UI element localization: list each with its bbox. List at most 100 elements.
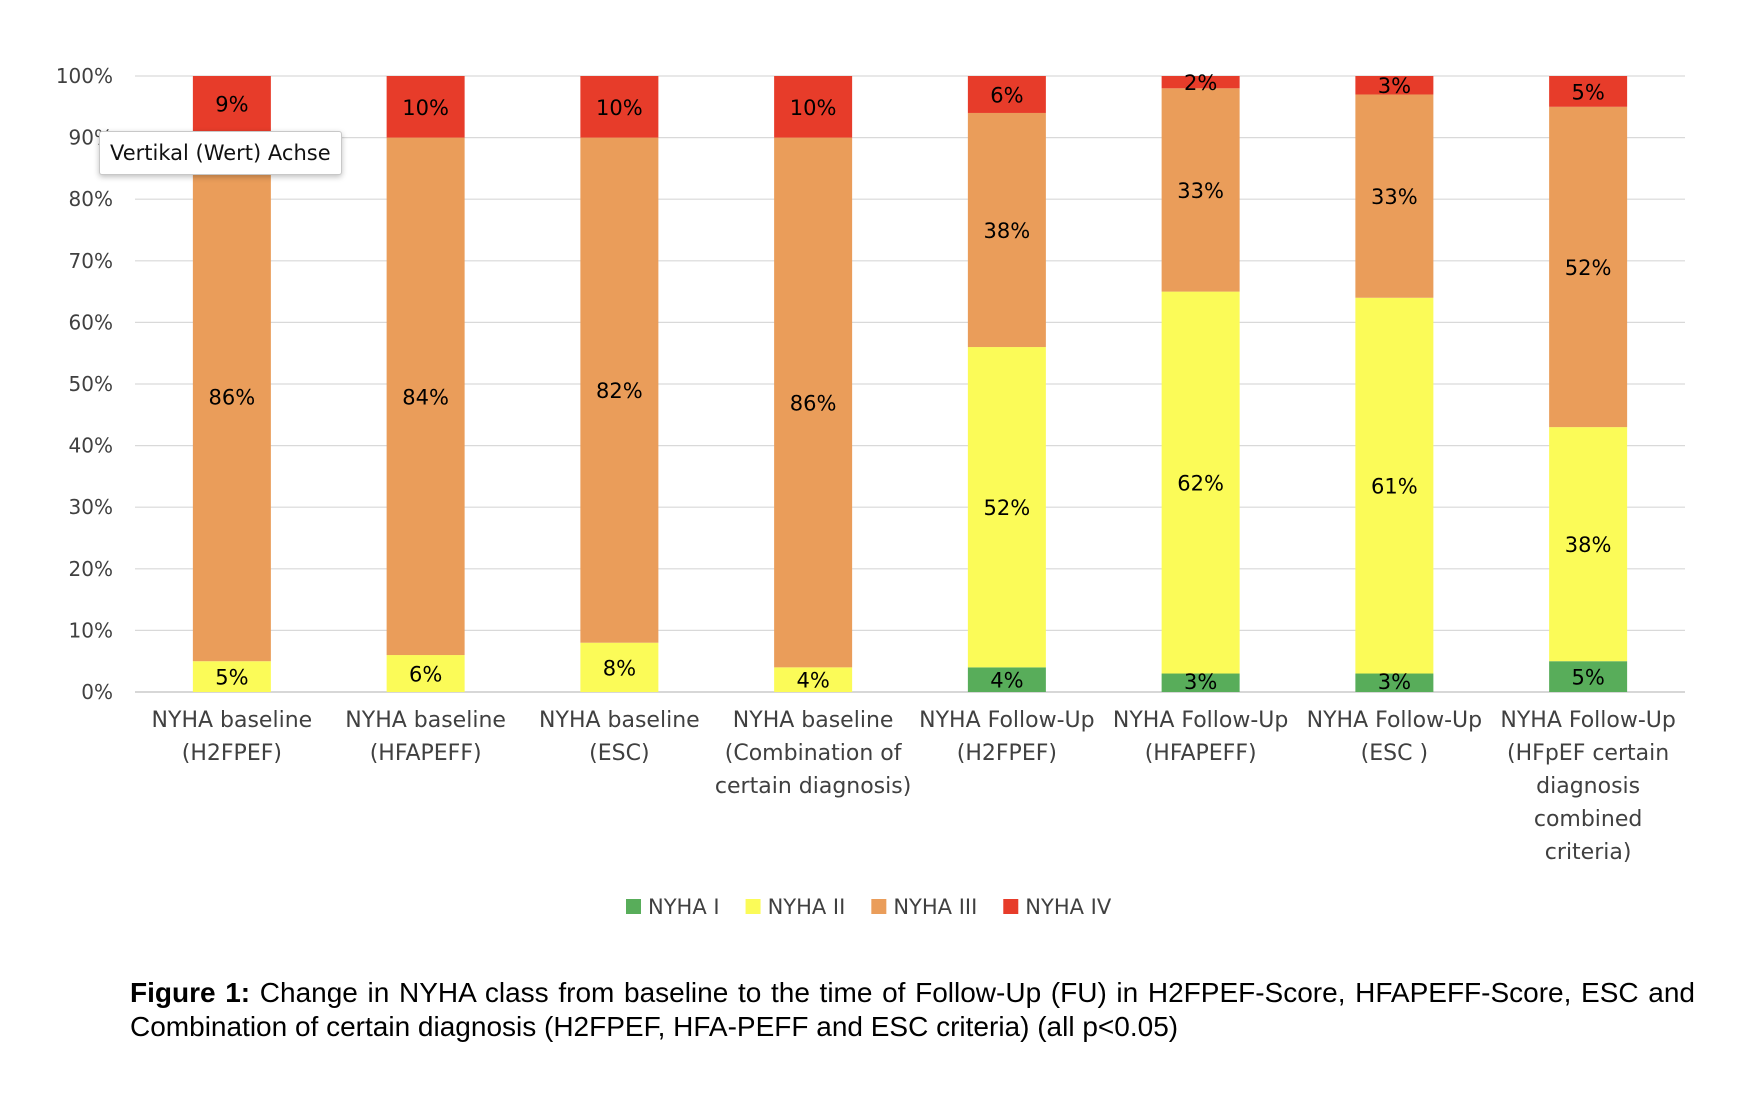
data-label: 52% <box>984 496 1031 520</box>
x-category-label-line: (HFpEF certain <box>1507 741 1669 766</box>
bar-segment <box>967 76 1046 113</box>
y-tick-label: 40% <box>69 434 113 458</box>
legend-label: NYHA I <box>648 895 720 919</box>
data-label: 4% <box>990 669 1023 693</box>
x-category-label-line: NYHA baseline <box>345 708 506 733</box>
data-label: 3% <box>1184 670 1217 694</box>
data-label: 82% <box>596 379 643 403</box>
x-category-label: NYHA Follow-Up (H2FPEF) <box>919 708 1095 766</box>
data-label: 61% <box>1371 475 1418 499</box>
x-category-label-line: (HFAPEFF) <box>370 741 482 766</box>
data-label: 5% <box>1571 80 1604 104</box>
legend-swatch <box>1003 899 1019 914</box>
bar-segment <box>580 137 659 643</box>
stacked-bar-chart: 0%10%20%30%40%50%60%70%80%90%100% 5%86%9… <box>56 64 1685 919</box>
y-tick-label: 80% <box>69 187 113 211</box>
bar-segment <box>1355 94 1434 298</box>
x-category-label-line: NYHA baseline <box>733 708 894 733</box>
data-label: 9% <box>215 93 248 117</box>
x-category-label: NYHA Follow-Up (HFpEF certain diagnosis com… <box>1500 708 1676 865</box>
x-category-label-line: (Combination of <box>725 741 903 766</box>
bar-segment <box>1161 88 1240 292</box>
y-tick-label: 50% <box>69 372 113 396</box>
bar-segment <box>1355 297 1434 674</box>
data-label: 38% <box>1565 533 1612 557</box>
x-category-label: NYHA baseline (HFAPEFF) <box>345 708 506 766</box>
legend-swatch <box>745 899 761 914</box>
caption-label: Figure 1: <box>130 977 251 1008</box>
data-label: 8% <box>603 656 636 680</box>
gridlines <box>135 75 1685 693</box>
x-category-label: NYHA Follow-Up (HFAPEFF) <box>1113 708 1289 766</box>
bar-segment <box>580 642 659 692</box>
bar-segment <box>967 667 1046 692</box>
bar-segment <box>774 667 853 692</box>
bar-segment <box>386 137 465 656</box>
x-category-label-line: combined <box>1534 807 1643 832</box>
x-category-label-line: (ESC) <box>589 741 649 766</box>
data-label: 86% <box>209 385 256 409</box>
x-category-label: NYHA baseline (ESC) <box>539 708 700 766</box>
bar-segment <box>1355 76 1434 95</box>
data-label: 10% <box>402 96 449 120</box>
data-label: 84% <box>402 385 449 409</box>
x-category-label-line: (H2FPEF) <box>957 741 1057 766</box>
bar-segment <box>386 655 465 692</box>
data-label: 5% <box>1571 666 1604 690</box>
x-category-label-line: certain diagnosis) <box>715 774 911 799</box>
data-labels: 5% 86% 9% 6% 84% 10% 8% 82% 10% 4% 86% 10% 4% 52% 38% 6… <box>209 71 1612 694</box>
bars <box>192 76 1628 692</box>
data-label: 38% <box>984 219 1031 243</box>
x-category-label-line: NYHA baseline <box>539 708 700 733</box>
legend-swatch <box>626 899 641 914</box>
data-label: 86% <box>790 391 837 415</box>
data-label: 33% <box>1371 185 1418 209</box>
data-label: 6% <box>990 83 1023 107</box>
y-tick-label: 0% <box>81 680 113 704</box>
x-category-label-line: (HFAPEFF) <box>1145 741 1257 766</box>
y-tick-label: 30% <box>69 495 113 519</box>
x-axis: NYHA baseline (H2FPEF) NYHA baseline (HFAPE… <box>152 708 1676 865</box>
data-label: 10% <box>596 96 643 120</box>
bar-segment <box>967 347 1046 668</box>
bar-segment <box>1549 76 1628 107</box>
y-tick-label: 10% <box>69 618 113 642</box>
bar-segment <box>192 76 271 132</box>
bar-segment <box>1549 427 1628 662</box>
x-category-label-line: NYHA baseline <box>152 708 313 733</box>
bar-segment <box>1549 106 1628 428</box>
bar-segment <box>580 76 659 138</box>
x-category-label-line: diagnosis <box>1536 774 1640 799</box>
legend-label: NYHA III <box>893 895 977 919</box>
data-label: 62% <box>1177 472 1224 496</box>
bar-segment <box>967 112 1046 348</box>
y-axis[interactable]: 0%10%20%30%40%50%60%70%80%90%100% <box>56 64 113 704</box>
bar-segment <box>192 661 271 692</box>
y-tick-label: 70% <box>69 249 113 273</box>
x-category-label-line: NYHA Follow-Up <box>1113 708 1289 733</box>
legend: NYHA I NYHA II NYHA III NYHA IV <box>626 895 1112 919</box>
data-label: 33% <box>1177 179 1224 203</box>
x-category-label-line: (ESC ) <box>1361 741 1428 766</box>
bar-segment <box>1161 76 1240 89</box>
data-label: 6% <box>409 663 442 687</box>
bar-segment <box>774 137 853 668</box>
legend-swatch <box>871 899 887 914</box>
y-tick-label: 100% <box>56 64 113 88</box>
bar-segment <box>774 76 853 138</box>
data-label: 52% <box>1565 256 1612 280</box>
legend-label: NYHA II <box>768 895 846 919</box>
x-category-label: NYHA baseline (H2FPEF) <box>152 708 313 766</box>
data-label: 2% <box>1184 71 1217 95</box>
data-label: 3% <box>1378 74 1411 98</box>
axis-tooltip: Vertikal (Wert) Achse <box>99 131 342 175</box>
x-category-label-line: NYHA Follow-Up <box>1307 708 1483 733</box>
data-label: 4% <box>796 669 829 693</box>
data-label: 3% <box>1378 670 1411 694</box>
bar-segment <box>1355 673 1434 692</box>
y-tick-label: 20% <box>69 557 113 581</box>
bar-segment <box>1161 673 1240 692</box>
x-category-label: NYHA Follow-Up (ESC ) <box>1307 708 1483 766</box>
x-category-label-line: NYHA Follow-Up <box>919 708 1095 733</box>
data-label: 10% <box>790 96 837 120</box>
